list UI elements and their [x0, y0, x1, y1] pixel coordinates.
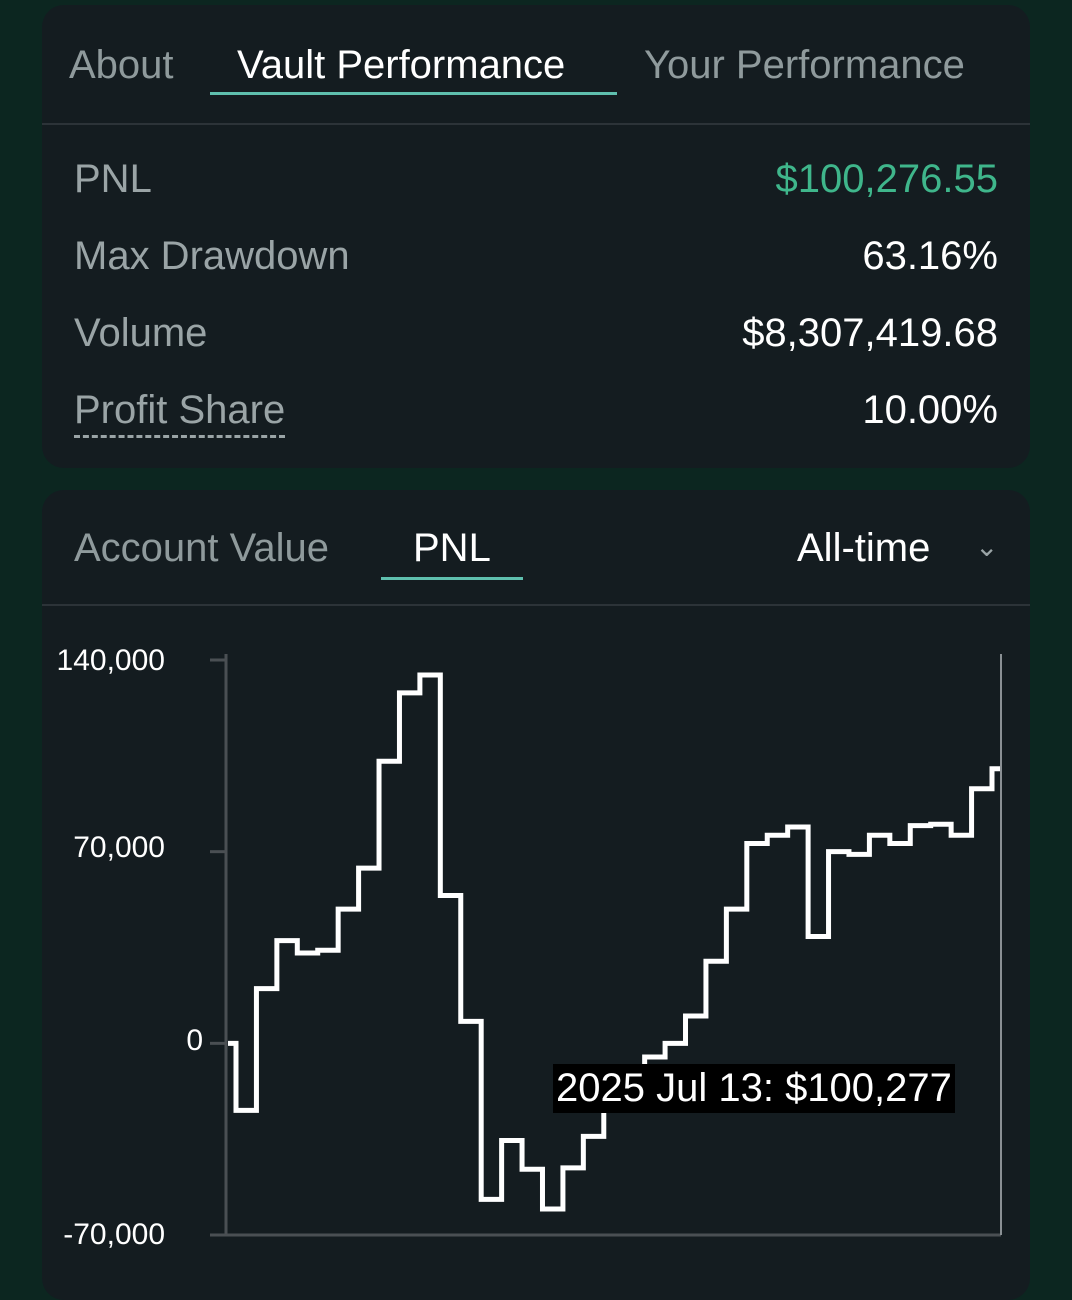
- chart-tabs: Account Value PNL All-time ⌄: [42, 490, 1030, 606]
- stat-volume: Volume $8,307,419.68: [74, 311, 998, 361]
- tab-vault-performance[interactable]: Vault Performance: [237, 43, 566, 87]
- pnl-label: PNL: [74, 157, 152, 201]
- chart-card: Account Value PNL All-time ⌄: [42, 490, 1030, 1300]
- active-tab-indicator: [210, 92, 617, 95]
- max-drawdown-label: Max Drawdown: [74, 234, 350, 278]
- volume-value: $8,307,419.68: [742, 311, 998, 355]
- y-tick-label: 0: [186, 1024, 203, 1057]
- stat-max-drawdown: Max Drawdown 63.16%: [74, 234, 998, 284]
- chart-tooltip: 2025 Jul 13: $100,277: [553, 1064, 955, 1113]
- stat-profit-share: Profit Share 10.00%: [74, 388, 998, 438]
- max-drawdown-value: 63.16%: [862, 234, 998, 278]
- pnl-series-line: [228, 672, 1000, 1212]
- vault-performance-card: About Vault Performance Your Performance…: [42, 5, 1030, 468]
- stat-pnl: PNL $100,276.55: [74, 157, 998, 207]
- y-tick-label: 140,000: [56, 644, 165, 677]
- profit-share-value: 10.00%: [862, 388, 998, 432]
- chevron-down-icon[interactable]: ⌄: [975, 531, 999, 562]
- volume-label: Volume: [74, 311, 208, 355]
- y-tick-label: -70,000: [63, 1218, 165, 1251]
- tab-account-value[interactable]: Account Value: [74, 526, 329, 570]
- profit-share-label[interactable]: Profit Share: [74, 388, 286, 438]
- pnl-value: $100,276.55: [775, 157, 998, 201]
- tab-pnl[interactable]: PNL: [413, 526, 491, 570]
- range-select[interactable]: All-time: [797, 526, 931, 570]
- active-chart-tab-indicator: [381, 577, 523, 580]
- tab-your-performance[interactable]: Your Performance: [644, 43, 965, 87]
- y-tick-label: 70,000: [73, 831, 165, 864]
- vault-tabs: About Vault Performance Your Performance: [42, 5, 1030, 125]
- tab-about[interactable]: About: [69, 43, 174, 87]
